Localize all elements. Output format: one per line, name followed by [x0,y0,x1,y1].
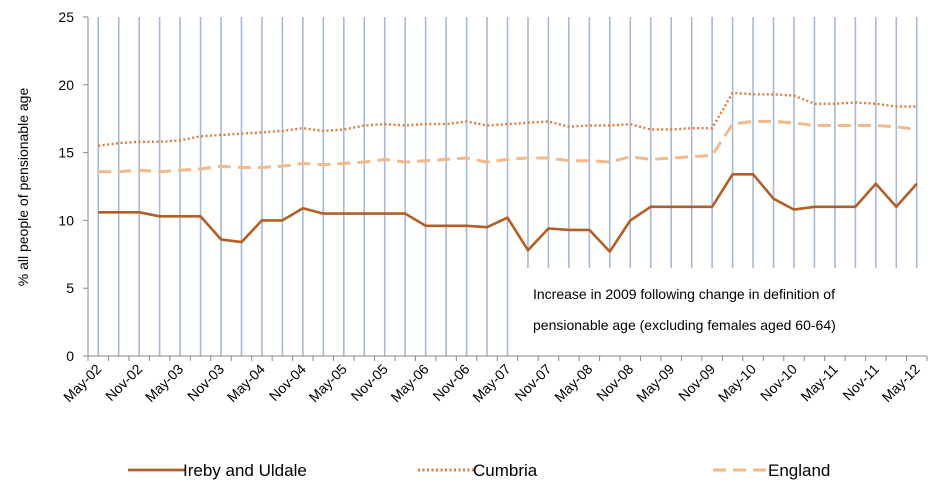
x-tick-label: May-12 [879,361,923,405]
x-tick-labels: May-02Nov-02May-03Nov-03May-04Nov-04May-… [60,361,923,405]
y-tick-label: 15 [58,145,74,161]
x-tick-label: May-06 [387,361,431,405]
x-tick-label: May-05 [306,361,350,405]
x-tick-label: Nov-05 [348,361,391,404]
x-tick-label: Nov-09 [675,361,718,404]
x-tick-label: Nov-11 [839,361,882,404]
x-tick-label: May-07 [469,361,513,405]
series-line-cumbria [98,91,917,147]
x-tick-label: Nov-08 [593,361,636,404]
x-tick-label: Nov-10 [757,361,800,404]
x-tick-label: Nov-06 [429,361,472,404]
x-tick-label: Nov-03 [184,361,227,404]
y-tick-label: 5 [66,280,74,296]
legend-label: Cumbria [473,461,538,480]
x-tick-label: May-09 [633,361,677,405]
x-tick-label: May-08 [551,361,595,405]
annotation-line-2: pensionable age (excluding females aged … [533,317,836,333]
y-tick-label: 0 [66,348,74,364]
legend-label: Ireby and Uldale [183,461,307,480]
x-tick-label: May-03 [142,361,186,405]
x-tick-label: Nov-02 [102,361,145,404]
legend-label: England [768,461,830,480]
x-tick-label: May-04 [224,361,268,405]
y-tick-labels: 0 5 10 15 20 25 [58,9,74,364]
series-lines [98,91,918,253]
annotation-box: Increase in 2009 following change in def… [516,268,924,356]
annotation-line-1: Increase in 2009 following change in def… [533,286,835,302]
legend: Ireby and Uldale Cumbria England [128,461,830,480]
y-tick-label: 10 [58,212,74,228]
series-line-ireby-and-uldale [98,173,918,253]
y-axis-title: % all people of pensionable age [15,88,31,287]
y-tick-label: 20 [58,77,74,93]
x-tick-label: May-10 [715,361,759,405]
x-tick-label: May-02 [60,361,104,405]
series-line-england [98,119,917,174]
x-tick-label: Nov-04 [266,361,309,404]
x-tick-label: May-11 [797,361,841,405]
x-tick-label: Nov-07 [511,361,554,404]
y-tick-label: 25 [58,9,74,25]
axes [83,16,928,361]
